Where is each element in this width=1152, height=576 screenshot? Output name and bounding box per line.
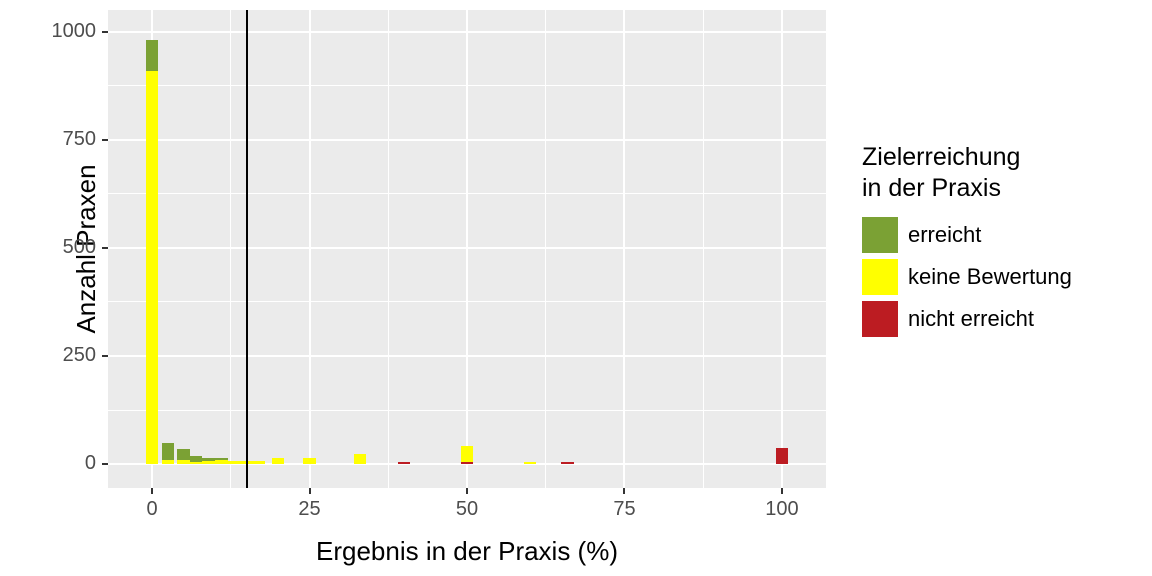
y-tick-mark [102, 463, 108, 465]
reference-vline [246, 10, 248, 488]
legend-item-label: nicht erreicht [908, 306, 1034, 332]
x-tick-mark [466, 488, 468, 494]
bar-segment [398, 462, 411, 465]
x-tick-label: 0 [132, 498, 172, 521]
bar-segment [215, 458, 228, 460]
legend-key-swatch [862, 217, 898, 253]
y-tick-label: 1000 [36, 20, 96, 43]
bar-segment [146, 71, 159, 465]
plot-panel [108, 10, 826, 488]
legend-key-swatch [862, 259, 898, 295]
chart-stage: Anzahl Praxen Ergebnis in der Praxis (%)… [0, 0, 1152, 576]
bar-segment [177, 449, 190, 460]
bar-segment [253, 461, 266, 464]
x-tick-label: 50 [447, 498, 487, 521]
y-axis-title: Anzahl Praxen [0, 0, 30, 498]
bar-segment [561, 462, 574, 465]
y-tick-label: 250 [36, 344, 96, 367]
bar-segment [190, 462, 203, 465]
bar-segment [303, 458, 316, 464]
x-tick-mark [781, 488, 783, 494]
bar-segment [524, 462, 537, 465]
bar-segment [461, 446, 474, 461]
legend-item: erreicht [862, 217, 1072, 253]
y-tick-mark [102, 31, 108, 33]
bar-segment [272, 458, 285, 464]
y-tick-mark [102, 247, 108, 249]
bar-segment [461, 462, 474, 465]
x-tick-mark [309, 488, 311, 494]
bar-segment [776, 448, 789, 464]
x-axis-title-text: Ergebnis in der Praxis (%) [316, 536, 618, 566]
x-tick-label: 25 [290, 498, 330, 521]
bar-segment [146, 40, 159, 70]
legend-title: Zielerreichung in der Praxis [862, 142, 1072, 205]
x-tick-mark [623, 488, 625, 494]
y-tick-label: 0 [36, 452, 96, 475]
legend-item-label: keine Bewertung [908, 264, 1072, 290]
bar-segment [162, 460, 175, 464]
bar-segment [190, 456, 203, 461]
legend-key-swatch [862, 301, 898, 337]
legend-item-label: erreicht [908, 222, 981, 248]
legend: Zielerreichung in der Praxis erreicht kein… [862, 142, 1072, 337]
bar-segment [228, 461, 241, 464]
legend-item: nicht erreicht [862, 301, 1072, 337]
y-tick-mark [102, 355, 108, 357]
x-axis-title: Ergebnis in der Praxis (%) [108, 536, 826, 567]
x-tick-label: 75 [604, 498, 644, 521]
bar-segment [202, 461, 215, 464]
bar-segment [202, 458, 215, 461]
y-tick-label: 750 [36, 128, 96, 151]
bar-segment [162, 443, 175, 460]
bar-segment [354, 454, 367, 464]
x-tick-label: 100 [762, 498, 802, 521]
bar-segment [177, 460, 190, 464]
legend-item: keine Bewertung [862, 259, 1072, 295]
bar-segment [215, 460, 228, 464]
y-tick-label: 500 [36, 236, 96, 259]
y-tick-mark [102, 139, 108, 141]
x-tick-mark [151, 488, 153, 494]
